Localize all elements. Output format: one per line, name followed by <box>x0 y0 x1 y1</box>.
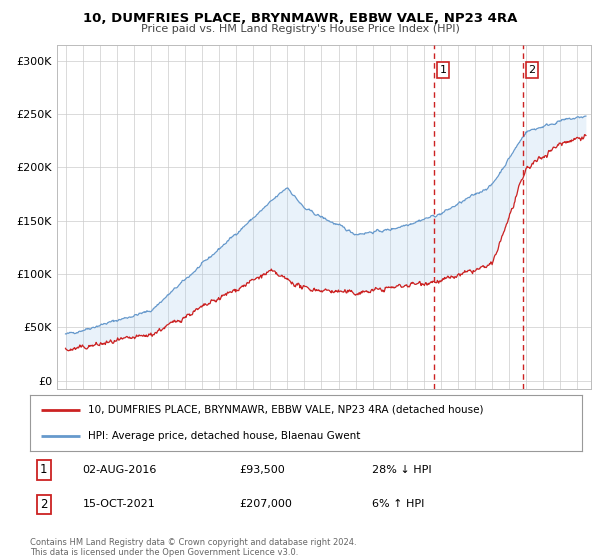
Text: HPI: Average price, detached house, Blaenau Gwent: HPI: Average price, detached house, Blae… <box>88 431 361 441</box>
Text: 10, DUMFRIES PLACE, BRYNMAWR, EBBW VALE, NP23 4RA: 10, DUMFRIES PLACE, BRYNMAWR, EBBW VALE,… <box>83 12 517 25</box>
Text: 6% ↑ HPI: 6% ↑ HPI <box>372 500 425 509</box>
Text: 1: 1 <box>40 463 47 477</box>
Text: £207,000: £207,000 <box>240 500 293 509</box>
Text: 2: 2 <box>529 65 536 75</box>
Text: £93,500: £93,500 <box>240 465 286 475</box>
Text: 10, DUMFRIES PLACE, BRYNMAWR, EBBW VALE, NP23 4RA (detached house): 10, DUMFRIES PLACE, BRYNMAWR, EBBW VALE,… <box>88 405 484 415</box>
Text: Price paid vs. HM Land Registry's House Price Index (HPI): Price paid vs. HM Land Registry's House … <box>140 24 460 34</box>
Text: 02-AUG-2016: 02-AUG-2016 <box>82 465 157 475</box>
Text: 2: 2 <box>40 498 47 511</box>
Text: 15-OCT-2021: 15-OCT-2021 <box>82 500 155 509</box>
Text: 1: 1 <box>440 65 446 75</box>
Text: 28% ↓ HPI: 28% ↓ HPI <box>372 465 432 475</box>
Text: Contains HM Land Registry data © Crown copyright and database right 2024.
This d: Contains HM Land Registry data © Crown c… <box>30 538 356 557</box>
